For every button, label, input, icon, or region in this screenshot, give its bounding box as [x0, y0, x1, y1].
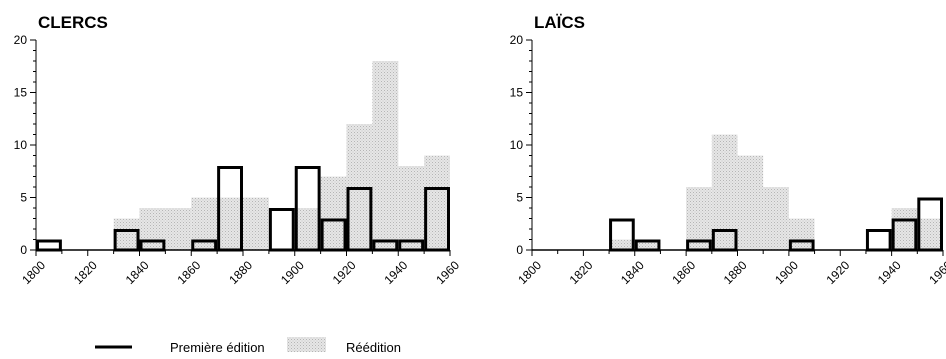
- y-tick-label-laics-20: 20: [510, 33, 524, 47]
- chart-title-clercs: CLERCS: [38, 13, 108, 32]
- y-tick-label-laics-0: 0: [516, 243, 523, 257]
- reprint-bar-laics-1870: [711, 134, 738, 250]
- reprint-bar-laics-1950: [917, 218, 943, 250]
- reprint-bar-clercs-1910: [320, 176, 347, 250]
- first-edition-bar-clercs-1890: [268, 208, 295, 252]
- legend-reprint-label: Réédition: [346, 340, 401, 355]
- reprint-bar-laics-1890: [763, 187, 789, 250]
- x-tick-label-laics-1960: 1960: [926, 258, 946, 287]
- x-tick-label-laics-1860: 1860: [669, 258, 698, 287]
- reprint-bar-clercs-1850: [165, 208, 192, 250]
- chart-laics: 0 5 10 15 20 1800 1820 1840 1860 1880 1900 1920 1940…: [510, 33, 946, 287]
- y-tick-label-clercs-0: 0: [20, 243, 27, 257]
- chart-clercs: 0 5 10 15 20 1800 1820 1840 1860 1880 1900 1920 1940…: [14, 33, 463, 287]
- x-tick-label-laics-1800: 1800: [515, 258, 544, 287]
- x-tick-label-laics-1940: 1940: [875, 258, 904, 287]
- reprint-bar-laics-1830: [609, 239, 635, 250]
- legend-reprint-swatch: [287, 337, 326, 352]
- x-tick-label-laics-1820: 1820: [567, 258, 596, 287]
- y-tick-label-laics-15: 15: [510, 86, 524, 100]
- x-tick-label-clercs-1900: 1900: [278, 258, 307, 287]
- reprint-bar-clercs-1880: [243, 197, 269, 250]
- reprint-bar-laics-1940: [891, 208, 918, 250]
- reprint-bar-laics-1880: [737, 155, 764, 250]
- y-tick-label-clercs-10: 10: [14, 138, 28, 152]
- chart-title-laics: LAÏCS: [534, 13, 585, 32]
- reprint-bar-clercs-1900: [294, 208, 321, 250]
- x-tick-label-clercs-1960: 1960: [433, 258, 462, 287]
- first-edition-bar-laics-1930: [865, 229, 892, 252]
- x-tick-label-laics-1920: 1920: [824, 258, 853, 287]
- reprint-bar-clercs-1940: [398, 166, 425, 250]
- x-tick-label-clercs-1880: 1880: [226, 258, 255, 287]
- x-tick-label-clercs-1800: 1800: [19, 258, 48, 287]
- y-tick-label-laics-5: 5: [516, 191, 523, 205]
- y-tick-label-clercs-20: 20: [14, 33, 28, 47]
- reprint-bar-clercs-1950: [424, 155, 450, 250]
- x-tick-label-laics-1900: 1900: [772, 258, 801, 287]
- y-tick-label-clercs-5: 5: [20, 191, 27, 205]
- reprint-bar-laics-1900: [788, 218, 815, 250]
- reprint-bar-laics-1840: [634, 239, 661, 250]
- reprint-bar-clercs-1930: [372, 61, 399, 250]
- first-edition-bar-clercs-1800: [36, 239, 62, 252]
- reprint-bar-clercs-1830: [113, 218, 140, 250]
- x-tick-label-clercs-1860: 1860: [175, 258, 204, 287]
- legend-first-edition-label: Première édition: [170, 340, 265, 355]
- reprint-bar-clercs-1870: [217, 197, 243, 250]
- x-tick-label-clercs-1920: 1920: [330, 258, 359, 287]
- legend: Première édition Réédition: [95, 337, 401, 355]
- x-tick-label-clercs-1940: 1940: [382, 258, 411, 287]
- x-tick-label-clercs-1820: 1820: [71, 258, 100, 287]
- y-tick-label-laics-10: 10: [510, 138, 524, 152]
- reprint-bar-clercs-1840: [139, 208, 166, 250]
- x-tick-label-laics-1840: 1840: [618, 258, 647, 287]
- x-tick-label-clercs-1840: 1840: [123, 258, 152, 287]
- y-tick-label-clercs-15: 15: [14, 86, 28, 100]
- x-tick-label-laics-1880: 1880: [721, 258, 750, 287]
